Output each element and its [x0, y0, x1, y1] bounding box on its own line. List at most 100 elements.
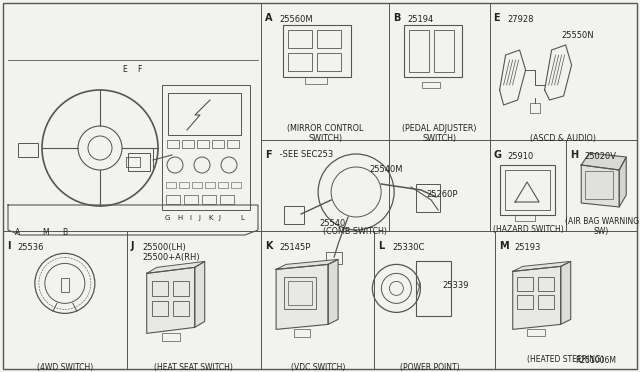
- Bar: [167, 140, 179, 148]
- Bar: [317, 53, 341, 71]
- Polygon shape: [581, 153, 627, 170]
- Bar: [128, 153, 150, 171]
- Text: 25339: 25339: [442, 281, 469, 291]
- Bar: [205, 182, 215, 188]
- Text: (4WD SWITCH): (4WD SWITCH): [36, 363, 93, 372]
- Bar: [173, 301, 189, 316]
- Polygon shape: [195, 262, 205, 327]
- Bar: [288, 30, 312, 48]
- Text: A: A: [15, 228, 20, 237]
- Text: 25536: 25536: [17, 243, 44, 252]
- Text: 25330C: 25330C: [392, 243, 425, 252]
- Bar: [305, 77, 327, 84]
- Text: 25560M: 25560M: [279, 15, 313, 24]
- Text: I: I: [189, 215, 191, 221]
- Bar: [585, 171, 613, 199]
- Text: M: M: [42, 228, 49, 237]
- Bar: [288, 281, 312, 305]
- Bar: [538, 295, 554, 310]
- Bar: [152, 301, 168, 316]
- Text: 25145P: 25145P: [279, 243, 310, 252]
- Text: G: G: [493, 150, 502, 160]
- Bar: [162, 333, 180, 341]
- Text: (HEATED STEERING): (HEATED STEERING): [527, 355, 604, 364]
- Text: 25540M: 25540M: [369, 165, 403, 174]
- Text: A: A: [265, 13, 273, 23]
- Text: J: J: [198, 215, 200, 221]
- Text: G: G: [165, 215, 170, 221]
- Text: M: M: [499, 241, 508, 251]
- Text: 25500(LH): 25500(LH): [143, 243, 186, 252]
- Bar: [173, 281, 189, 296]
- Bar: [227, 140, 239, 148]
- Polygon shape: [513, 262, 571, 272]
- Polygon shape: [276, 259, 338, 269]
- Bar: [192, 182, 202, 188]
- Text: (HEAT SEAT SWITCH): (HEAT SEAT SWITCH): [154, 363, 234, 372]
- Text: 27928: 27928: [508, 15, 534, 24]
- Bar: [212, 140, 224, 148]
- Bar: [538, 278, 554, 291]
- Text: (POWER POINT): (POWER POINT): [400, 363, 460, 372]
- Text: B: B: [62, 228, 67, 237]
- Bar: [516, 278, 532, 291]
- Text: R251006M: R251006M: [575, 356, 616, 365]
- Bar: [197, 140, 209, 148]
- Bar: [504, 170, 550, 210]
- Text: 25020V: 25020V: [584, 152, 616, 161]
- Bar: [218, 182, 228, 188]
- Bar: [317, 30, 341, 48]
- Bar: [126, 157, 140, 167]
- Text: SWITCH): SWITCH): [308, 134, 342, 143]
- Text: -SEE SEC253: -SEE SEC253: [277, 150, 333, 159]
- Bar: [184, 195, 198, 204]
- Polygon shape: [561, 262, 571, 324]
- Text: F: F: [265, 150, 272, 160]
- Bar: [162, 85, 250, 210]
- Polygon shape: [328, 259, 338, 324]
- Bar: [422, 82, 440, 88]
- Polygon shape: [147, 262, 205, 273]
- Bar: [179, 182, 189, 188]
- Text: H: H: [570, 150, 579, 160]
- Text: SW): SW): [594, 227, 609, 236]
- Polygon shape: [581, 165, 620, 207]
- Text: (HAZARD SWITCH): (HAZARD SWITCH): [493, 225, 563, 234]
- Bar: [152, 281, 168, 296]
- Bar: [202, 195, 216, 204]
- Text: (ASCD & AUDIO): (ASCD & AUDIO): [531, 134, 596, 143]
- Bar: [284, 278, 316, 310]
- Bar: [416, 184, 440, 212]
- Text: SWITCH): SWITCH): [422, 134, 456, 143]
- Text: 25540: 25540: [319, 219, 346, 228]
- Text: F: F: [137, 65, 141, 74]
- Bar: [61, 278, 69, 292]
- Bar: [527, 329, 545, 336]
- Bar: [231, 182, 241, 188]
- Bar: [530, 103, 540, 113]
- Text: (AIR BAG WARNING: (AIR BAG WARNING: [564, 217, 639, 227]
- Text: L: L: [240, 215, 244, 221]
- Bar: [417, 262, 451, 316]
- Bar: [409, 30, 429, 72]
- Bar: [288, 53, 312, 71]
- Polygon shape: [147, 267, 195, 333]
- Bar: [326, 252, 342, 264]
- Bar: [515, 215, 534, 221]
- Text: E: E: [493, 13, 500, 23]
- Text: (COMB SWITCH): (COMB SWITCH): [323, 227, 387, 236]
- Bar: [18, 143, 38, 157]
- Polygon shape: [276, 264, 328, 329]
- Bar: [284, 206, 304, 224]
- Bar: [516, 295, 532, 310]
- Bar: [220, 195, 234, 204]
- Text: B: B: [393, 13, 401, 23]
- Text: K: K: [208, 215, 212, 221]
- Polygon shape: [620, 157, 627, 207]
- Text: I: I: [7, 241, 10, 251]
- Text: J: J: [131, 241, 134, 251]
- Bar: [182, 140, 194, 148]
- Bar: [283, 25, 351, 77]
- Text: 25910: 25910: [508, 152, 534, 161]
- Text: J: J: [218, 215, 220, 221]
